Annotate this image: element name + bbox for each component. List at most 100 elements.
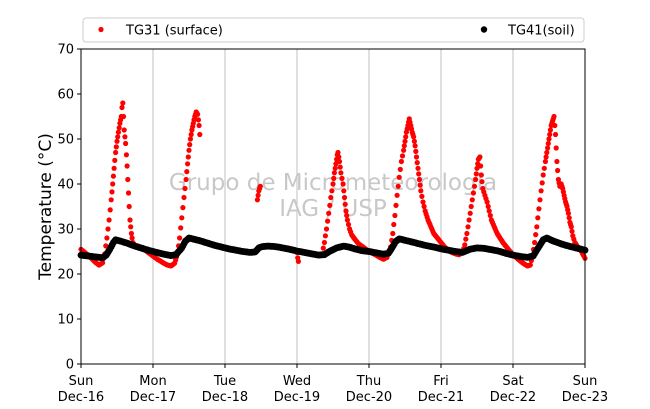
- data-point: [391, 221, 397, 228]
- data-point: [420, 199, 426, 205]
- data-point: [126, 203, 132, 210]
- data-point: [414, 160, 420, 166]
- data-point: [116, 125, 122, 131]
- data-point: [395, 183, 401, 189]
- data-point: [542, 158, 549, 165]
- data-point: [328, 194, 334, 201]
- data-point: [478, 163, 484, 169]
- x-tick-label-day: Sat: [502, 374, 523, 389]
- data-point: [104, 235, 110, 241]
- data-point: [399, 153, 406, 159]
- data-point: [128, 230, 134, 237]
- data-point: [257, 183, 263, 189]
- data-point: [555, 167, 561, 174]
- grid-lines: [152, 49, 514, 364]
- data-point: [331, 175, 337, 181]
- data-point: [124, 163, 130, 169]
- data-point: [113, 149, 119, 156]
- data-point: [321, 239, 327, 246]
- data-point: [114, 138, 120, 144]
- y-tick-label: 50: [57, 133, 74, 148]
- legend-label-soil: TG41(soil): [507, 24, 575, 39]
- data-point: [477, 154, 483, 160]
- data-point: [185, 154, 191, 160]
- data-point: [115, 134, 121, 140]
- data-point: [394, 192, 400, 198]
- data-point: [403, 134, 409, 140]
- data-point: [469, 197, 475, 203]
- data-point: [540, 172, 546, 178]
- data-point: [470, 190, 476, 196]
- data-point: [421, 203, 427, 210]
- x-tick-label-date: Dec-20: [346, 390, 392, 405]
- data-point: [115, 129, 121, 135]
- data-point: [111, 165, 117, 171]
- data-point: [343, 208, 349, 214]
- data-point: [125, 176, 131, 183]
- y-tick-label: 40: [57, 178, 74, 193]
- x-tick-label-day: Tue: [213, 374, 236, 389]
- data-point: [543, 154, 549, 160]
- data-point: [129, 235, 135, 241]
- data-point: [397, 166, 403, 172]
- data-point: [566, 215, 572, 221]
- y-axis: 0 10 20 30 40 50 60 70: [57, 43, 81, 373]
- data-point: [177, 235, 183, 241]
- data-point: [484, 199, 490, 205]
- data-point: [197, 131, 203, 138]
- data-point: [127, 217, 133, 223]
- data-point: [341, 194, 348, 201]
- data-point: [196, 122, 202, 129]
- data-point: [419, 193, 425, 199]
- data-point: [485, 203, 491, 210]
- data-point: [396, 174, 402, 180]
- data-point: [344, 217, 350, 223]
- data-point: [195, 111, 201, 117]
- data-point: [535, 215, 541, 221]
- data-point: [120, 113, 127, 120]
- x-tick-label-day: Mon: [139, 374, 166, 389]
- data-point: [537, 197, 543, 203]
- data-point: [390, 230, 396, 237]
- y-axis-label: Temperature (°C): [36, 133, 56, 281]
- data-point: [546, 136, 552, 142]
- data-point: [463, 236, 469, 242]
- data-point: [123, 140, 129, 147]
- data-point: [322, 233, 328, 239]
- data-point: [326, 210, 332, 216]
- data-point: [105, 226, 111, 232]
- data-point: [123, 152, 129, 158]
- data-point: [255, 192, 261, 198]
- data-point: [551, 113, 557, 120]
- data-point: [552, 122, 558, 129]
- data-point: [295, 258, 301, 264]
- data-point: [552, 131, 559, 138]
- data-point: [342, 201, 348, 207]
- data-point: [413, 148, 419, 154]
- data-point: [108, 197, 114, 203]
- data-point: [471, 183, 478, 189]
- data-point: [180, 205, 186, 211]
- data-point: [392, 212, 398, 219]
- data-point: [330, 181, 336, 187]
- data-point: [533, 232, 539, 238]
- x-tick-label-date: Dec-22: [490, 390, 536, 405]
- data-point: [401, 147, 407, 153]
- y-tick-label: 60: [57, 88, 74, 103]
- data-point: [536, 206, 542, 212]
- data-point: [415, 165, 421, 171]
- data-point: [110, 173, 116, 179]
- x-axis: SunDec-16MonDec-17TueDec-18WedDec-19ThuD…: [58, 364, 608, 405]
- data-point: [411, 138, 417, 144]
- data-point: [486, 208, 492, 214]
- data-point: [195, 117, 201, 123]
- data-point: [413, 154, 420, 160]
- data-point: [329, 188, 335, 194]
- data-point: [554, 158, 560, 165]
- data-point: [547, 127, 554, 133]
- y-tick-label: 20: [57, 268, 74, 283]
- data-point: [112, 157, 118, 163]
- data-point: [128, 224, 134, 230]
- data-point: [109, 189, 115, 195]
- data-point: [107, 207, 113, 213]
